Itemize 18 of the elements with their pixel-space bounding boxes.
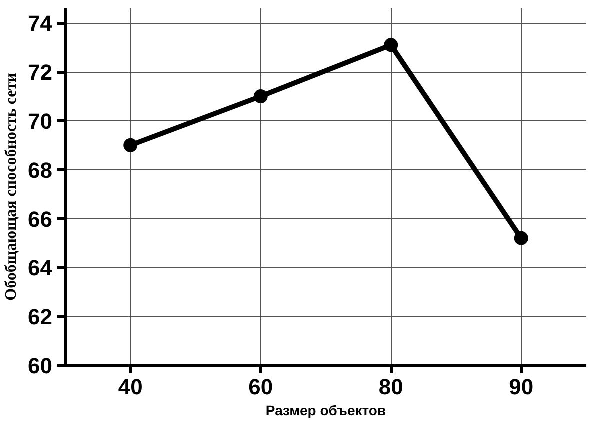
x-tick-label: 80 xyxy=(378,374,404,400)
y-tick-label: 70 xyxy=(28,108,53,134)
point xyxy=(384,38,398,52)
y-tick-label: 66 xyxy=(28,206,53,232)
y-axis-title: Обобщающая способность сети xyxy=(3,73,20,301)
y-tick-label: 60 xyxy=(28,354,53,378)
point xyxy=(124,138,138,152)
y-tick-label: 62 xyxy=(28,304,53,330)
x-tick-label: 60 xyxy=(248,374,274,400)
point xyxy=(254,90,268,104)
y-tick-label: 74 xyxy=(28,11,54,36)
x-axis-title: Размер объектов xyxy=(266,402,386,418)
y-tick-label: 64 xyxy=(28,256,54,281)
x-tick-label: 90 xyxy=(509,374,534,400)
y-tick-label: 72 xyxy=(28,60,53,86)
y-tick-label: 68 xyxy=(28,158,53,183)
point xyxy=(514,231,528,246)
x-tick-label: 40 xyxy=(118,374,143,400)
